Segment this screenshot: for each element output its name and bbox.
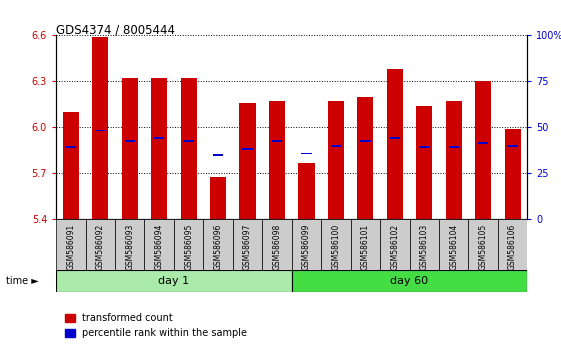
FancyBboxPatch shape: [468, 219, 498, 271]
Bar: [122, 78, 138, 219]
Bar: [125, 140, 135, 142]
Bar: [504, 129, 521, 219]
FancyBboxPatch shape: [174, 219, 203, 271]
Bar: [66, 147, 76, 148]
Bar: [357, 97, 374, 219]
Legend: transformed count, percentile rank within the sample: transformed count, percentile rank withi…: [61, 309, 251, 342]
Bar: [360, 140, 370, 142]
Text: GDS4374 / 8005444: GDS4374 / 8005444: [56, 23, 175, 36]
Text: GSM586099: GSM586099: [302, 224, 311, 270]
Bar: [419, 147, 429, 148]
Text: GSM586100: GSM586100: [332, 224, 341, 270]
Bar: [390, 137, 400, 139]
FancyBboxPatch shape: [292, 219, 321, 271]
Bar: [298, 163, 315, 219]
Bar: [387, 69, 403, 219]
Bar: [416, 106, 433, 219]
Bar: [181, 78, 197, 219]
FancyBboxPatch shape: [203, 219, 233, 271]
Bar: [213, 154, 223, 156]
Bar: [210, 177, 226, 219]
Bar: [508, 145, 518, 147]
FancyBboxPatch shape: [439, 219, 468, 271]
Text: day 1: day 1: [158, 276, 190, 286]
Bar: [242, 148, 252, 150]
FancyBboxPatch shape: [262, 219, 292, 271]
Text: GSM586091: GSM586091: [66, 224, 75, 270]
Text: GSM586097: GSM586097: [243, 224, 252, 270]
FancyBboxPatch shape: [144, 219, 174, 271]
Bar: [449, 147, 459, 148]
Text: GSM586101: GSM586101: [361, 224, 370, 270]
Bar: [445, 101, 462, 219]
FancyBboxPatch shape: [292, 270, 527, 292]
Bar: [269, 101, 285, 219]
Text: GSM586096: GSM586096: [214, 224, 223, 270]
FancyBboxPatch shape: [498, 219, 527, 271]
FancyBboxPatch shape: [56, 270, 292, 292]
Bar: [475, 81, 491, 219]
FancyBboxPatch shape: [115, 219, 144, 271]
Bar: [154, 137, 164, 139]
Bar: [478, 142, 488, 144]
FancyBboxPatch shape: [56, 219, 85, 271]
FancyBboxPatch shape: [351, 219, 380, 271]
FancyBboxPatch shape: [410, 219, 439, 271]
Text: GSM586104: GSM586104: [449, 224, 458, 270]
FancyBboxPatch shape: [233, 219, 262, 271]
Text: time ►: time ►: [6, 276, 38, 286]
FancyBboxPatch shape: [321, 219, 351, 271]
Text: GSM586093: GSM586093: [125, 224, 134, 270]
Bar: [63, 112, 79, 219]
Text: GSM586095: GSM586095: [184, 224, 193, 270]
Text: GSM586103: GSM586103: [420, 224, 429, 270]
Text: GSM586098: GSM586098: [273, 224, 282, 270]
Bar: [183, 140, 194, 142]
Text: GSM586102: GSM586102: [390, 224, 399, 270]
Bar: [240, 103, 256, 219]
Text: GSM586106: GSM586106: [508, 224, 517, 270]
Text: GSM586094: GSM586094: [155, 224, 164, 270]
Bar: [331, 145, 341, 147]
Bar: [95, 130, 105, 131]
Bar: [272, 140, 282, 142]
FancyBboxPatch shape: [380, 219, 410, 271]
Text: GSM586092: GSM586092: [96, 224, 105, 270]
Bar: [301, 153, 311, 154]
Bar: [328, 101, 344, 219]
Bar: [151, 78, 167, 219]
FancyBboxPatch shape: [85, 219, 115, 271]
Text: day 60: day 60: [390, 276, 429, 286]
Bar: [92, 37, 108, 219]
Text: GSM586105: GSM586105: [479, 224, 488, 270]
